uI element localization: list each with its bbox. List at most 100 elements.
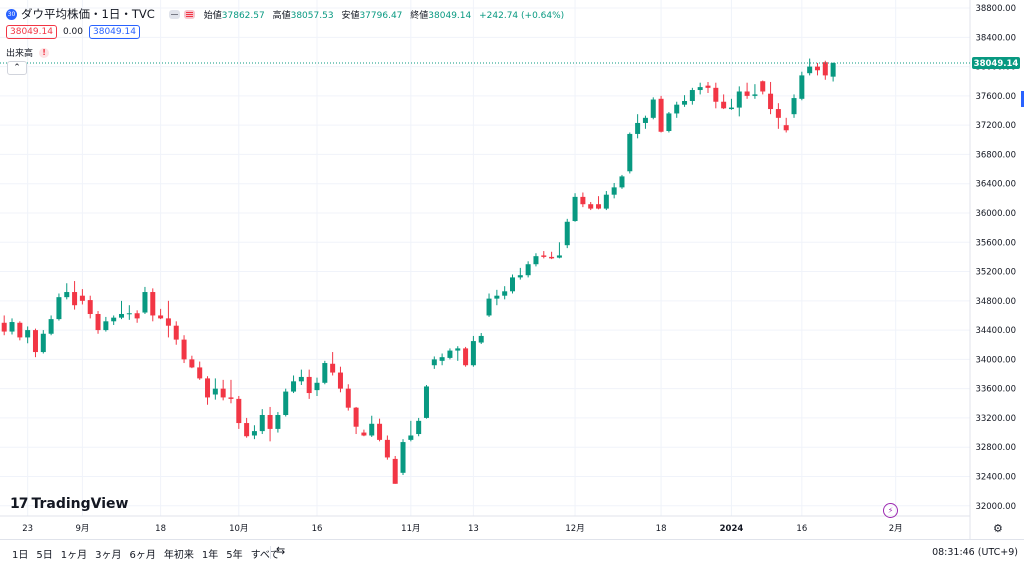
candle-body — [439, 357, 445, 361]
candle-body — [189, 359, 195, 368]
candle-body — [799, 75, 805, 99]
candle-body — [40, 333, 46, 353]
candle-body — [721, 101, 727, 109]
low-value: 37796.47 — [359, 10, 403, 21]
x-tick-label: 2024 — [720, 524, 744, 534]
candle-body — [291, 381, 297, 392]
volume-indicator[interactable]: 出来高 ! — [6, 46, 50, 59]
candle-body — [572, 196, 578, 222]
candle-body — [197, 367, 203, 379]
y-tick-label: 35600.00 — [975, 238, 1016, 248]
candle-body — [416, 420, 422, 435]
warning-icon[interactable]: ! — [39, 47, 50, 58]
collapse-legend-button[interactable]: ⌃ — [7, 61, 27, 75]
y-tick-label: 32000.00 — [975, 502, 1016, 512]
high-value: 38057.53 — [290, 10, 334, 21]
range-1y[interactable]: 1年 — [201, 550, 219, 561]
candle-body — [666, 113, 672, 132]
y-tick-label: 36800.00 — [975, 150, 1016, 160]
y-tick-label: 33200.00 — [975, 414, 1016, 424]
symbol-title[interactable]: ダウ平均株価・1日・TVC — [21, 7, 155, 21]
low-label: 安値 — [341, 10, 360, 21]
candle-body — [322, 363, 328, 383]
y-tick-label: 32800.00 — [975, 443, 1016, 453]
candle-body — [494, 295, 500, 299]
x-tick-label: 16 — [312, 524, 323, 534]
candle-body — [517, 275, 523, 278]
candle-body — [298, 376, 304, 382]
candle-body — [165, 318, 171, 326]
high-label: 高値 — [272, 10, 291, 21]
range-1d[interactable]: 1日 — [12, 550, 29, 561]
candle-body — [79, 295, 85, 301]
candle-body — [134, 313, 140, 319]
candle-body — [478, 335, 484, 343]
candle-body — [752, 94, 758, 96]
range-6m[interactable]: 6ヶ月 — [129, 550, 156, 561]
sell-price-button[interactable]: 38049.14 — [6, 25, 57, 39]
x-tick-label: 10月 — [229, 524, 248, 534]
candle-body — [228, 397, 234, 399]
y-tick-label: 36000.00 — [975, 209, 1016, 219]
candle-body — [32, 330, 38, 353]
candle-body — [236, 398, 242, 424]
bottom-toolbar: 1日 5日 1ヶ月 3ヶ月 6ヶ月 年初来 1年 5年 すべて ⇆ 08:31:… — [0, 539, 1024, 566]
candle-body — [736, 91, 742, 108]
y-tick-label: 33600.00 — [975, 385, 1016, 395]
hide-legend-icon[interactable] — [168, 9, 180, 19]
bolt-icon[interactable]: ⚡ — [883, 503, 898, 518]
candle-body — [173, 325, 179, 340]
candle-body — [619, 176, 625, 188]
range-5d[interactable]: 5日 — [36, 550, 53, 561]
range-ytd[interactable]: 年初来 — [163, 550, 194, 561]
candle-body — [689, 90, 695, 102]
trade-row: 38049.14 0.00 38049.14 — [6, 25, 140, 39]
range-1m[interactable]: 1ヶ月 — [60, 550, 88, 561]
candle-body — [205, 378, 211, 398]
range-all[interactable]: すべて — [250, 550, 280, 561]
candle-body — [283, 391, 289, 415]
candle-body — [603, 194, 609, 209]
candle-body — [1, 322, 7, 332]
x-tick-label: 23 — [22, 524, 33, 534]
x-tick-label: 13 — [468, 524, 479, 534]
x-tick-label: 12月 — [565, 524, 584, 534]
candle-body — [56, 297, 62, 320]
candle-body — [682, 101, 688, 105]
candle-body — [87, 300, 93, 314]
y-tick-label: 35200.00 — [975, 268, 1016, 278]
candle-body — [814, 66, 820, 71]
candle-body — [64, 292, 70, 298]
candle-body — [822, 62, 828, 76]
candle-body — [369, 423, 375, 436]
clock-timezone[interactable]: 08:31:46 (UTC+9) — [932, 547, 1018, 558]
candle-body — [150, 292, 156, 316]
indicator-menu-icon[interactable] — [183, 9, 195, 19]
candle-body — [337, 372, 343, 389]
gear-icon[interactable]: ⚙ — [993, 522, 1003, 535]
candle-body — [760, 81, 766, 92]
candle-body — [259, 414, 265, 432]
candle-body — [470, 341, 476, 366]
candle-body — [510, 277, 515, 292]
candle-body — [72, 292, 78, 306]
candle-body — [345, 388, 351, 408]
candle-body — [807, 66, 813, 74]
candle-body — [525, 264, 531, 276]
x-tick-label: 16 — [796, 524, 807, 534]
candle-body — [181, 339, 187, 360]
y-tick-label: 34000.00 — [975, 355, 1016, 365]
candle-body — [244, 423, 250, 437]
candlestick-chart[interactable]: 32000.00 32400.00 32800.00 33200.00 33600.00… — [0, 0, 1024, 539]
range-3m[interactable]: 3ヶ月 — [95, 550, 122, 561]
tradingview-logo[interactable]: 17 TradingView — [10, 496, 128, 512]
candle-body — [314, 382, 320, 391]
candle-body — [728, 107, 734, 110]
candle-body — [642, 117, 648, 123]
candle-body — [423, 386, 429, 418]
candle-body — [596, 204, 602, 209]
range-5y[interactable]: 5年 — [226, 550, 243, 561]
go-to-date-icon[interactable]: ⇆ — [276, 544, 286, 557]
buy-price-button[interactable]: 38049.14 — [89, 25, 140, 39]
candle-body — [541, 255, 547, 257]
